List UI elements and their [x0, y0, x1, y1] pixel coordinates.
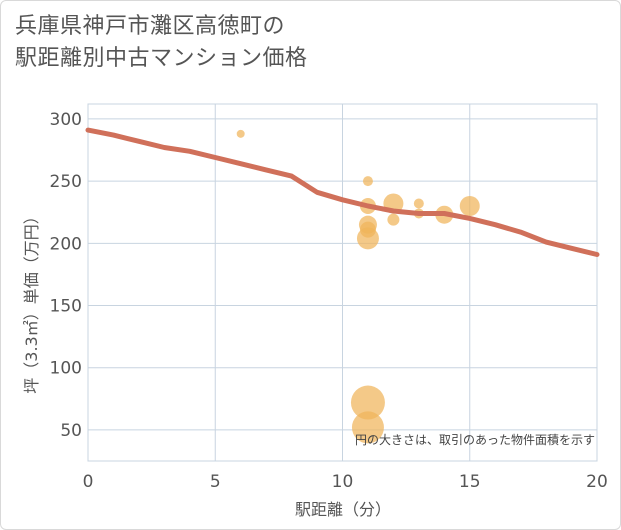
y-tick-label-250: 250 — [50, 172, 82, 192]
data-point-10 — [413, 198, 424, 209]
data-point-13 — [459, 196, 480, 216]
x-axis-title: 駅距離（分） — [295, 500, 391, 519]
chart-title-line-1: 兵庫県神戸市灘区高徳町の — [15, 14, 286, 39]
data-point-7 — [351, 411, 384, 444]
data-point-1 — [362, 176, 373, 187]
x-tick-label-5: 5 — [210, 472, 221, 492]
y-tick-label-50: 50 — [60, 421, 82, 441]
y-axis-title: 坪（3.3㎡）単価（万円） — [22, 208, 41, 393]
y-tick-label-200: 200 — [50, 234, 82, 254]
y-tick-label-100: 100 — [50, 359, 82, 379]
grid-lines — [87, 103, 598, 462]
x-axis-ticks: 0 5 10 15 20 — [83, 472, 608, 492]
data-point-0 — [236, 129, 245, 138]
size-annotation: 円の大きさは、取引のあった物件面積を示す — [355, 432, 595, 447]
trend-line-group — [85, 127, 600, 257]
data-point-9 — [387, 213, 400, 226]
y-axis-ticks: 50 100 150 200 250 300 — [50, 110, 82, 441]
data-points — [236, 129, 480, 444]
y-tick-label-150: 150 — [50, 297, 82, 317]
x-tick-label-20: 20 — [586, 472, 608, 492]
chart-title-line-2: 駅距離別中古マンション価格 — [15, 46, 308, 71]
x-tick-label-0: 0 — [83, 472, 94, 492]
chart-title: 兵庫県神戸市灘区高徳町の 駅距離別中古マンション価格 — [15, 11, 308, 75]
x-tick-label-15: 15 — [459, 472, 481, 492]
x-tick-label-10: 10 — [332, 472, 354, 492]
y-tick-label-300: 300 — [50, 110, 82, 130]
data-point-6 — [350, 385, 385, 420]
trend-line — [85, 127, 600, 257]
data-point-5 — [356, 227, 379, 250]
